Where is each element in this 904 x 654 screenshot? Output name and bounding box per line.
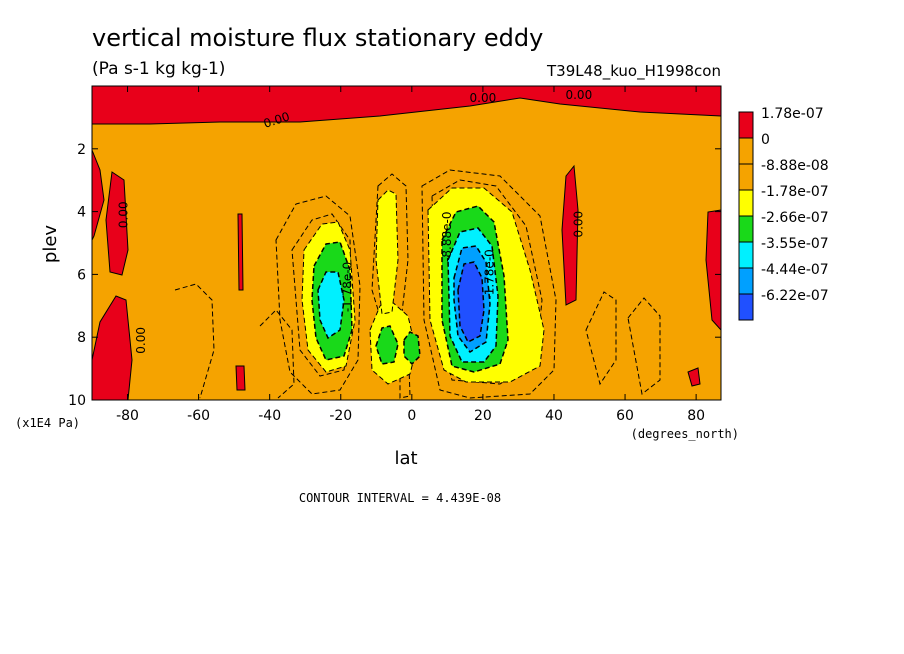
- green-region-equator-left: [375, 325, 399, 365]
- contour-label: 0.00: [134, 327, 148, 354]
- contour-field: [92, 86, 721, 400]
- x-units-label: (degrees_north): [631, 427, 739, 441]
- y-tick-label: 4: [77, 205, 86, 221]
- color-legend: 1.78e-07 0 -8.88e-08 -1.78e-07 -2.66e-07 -3.5…: [738, 106, 829, 321]
- y-axis: 2 4 6 8 10: [68, 142, 721, 409]
- red-region-south-mid: [105, 171, 129, 276]
- x-tick-label: -60: [187, 408, 210, 424]
- x-tick-label: 20: [474, 408, 492, 424]
- red-region-north-bottom: [687, 367, 701, 387]
- legend-swatch: [738, 137, 754, 165]
- red-region-south-bottom: [235, 365, 246, 391]
- legend-swatch: [738, 111, 754, 139]
- red-region-south-low: [92, 295, 133, 400]
- legend-swatch: [738, 267, 754, 295]
- x-tick-label: 80: [687, 408, 705, 424]
- contour-labels: 0.000.000.000.00 0.000.00-1.78e-0-8.88e-0…: [116, 88, 592, 354]
- legend-label: -4.44e-07: [761, 262, 829, 278]
- y-units-label: (x1E4 Pa): [15, 416, 80, 430]
- legend-swatch: [738, 189, 754, 217]
- legend-swatch: [738, 241, 754, 269]
- legend-label: 0: [761, 132, 770, 148]
- y-tick-label: 8: [77, 330, 86, 346]
- legend-label: -3.55e-07: [761, 236, 829, 252]
- contour-label: 0.00: [470, 91, 497, 105]
- legend-swatch: [738, 163, 754, 191]
- deep-blue-region-north: [457, 261, 485, 344]
- chart-subtitle: (Pa s-1 kg kg-1): [92, 59, 225, 79]
- yellow-region-equator-top: [375, 189, 399, 315]
- red-region-south-pole: [92, 149, 105, 241]
- y-tick-label: 10: [68, 393, 86, 409]
- x-tick-label: 0: [407, 408, 416, 424]
- contour-label: -8.88e-0: [440, 212, 454, 262]
- x-axis-title: lat: [394, 448, 417, 469]
- x-tick-label: -80: [116, 408, 139, 424]
- red-region-north-pole: [705, 209, 721, 331]
- y-axis-title: plev: [40, 225, 61, 264]
- run-label: T39L48_kuo_H1998con: [546, 62, 721, 81]
- red-region-top: [92, 86, 721, 125]
- legend-swatch: [738, 293, 754, 321]
- cyan-region-south: [317, 271, 345, 340]
- x-tick-label: -40: [258, 408, 281, 424]
- green-region-equator-right: [403, 331, 421, 366]
- contour-label: 0.00: [116, 201, 130, 228]
- red-region-line-south: [237, 213, 244, 291]
- legend-label: -2.66e-07: [761, 210, 829, 226]
- chart-title: vertical moisture flux stationary eddy: [92, 24, 543, 52]
- x-tick-label: 40: [545, 408, 563, 424]
- contour-label: 0.00: [565, 88, 592, 102]
- y-tick-label: 2: [77, 142, 86, 158]
- x-tick-label: 60: [616, 408, 634, 424]
- red-region-north-mid: [561, 164, 579, 306]
- plot-frame: [91, 85, 722, 401]
- legend-label: -8.88e-08: [761, 158, 829, 174]
- legend-label: -1.78e-07: [761, 184, 829, 200]
- x-tick-label: -20: [329, 408, 352, 424]
- legend-swatch: [738, 215, 754, 243]
- legend-label: -6.22e-07: [761, 288, 829, 304]
- x-axis: -80 -60 -40 -20 0 20 40 60 80: [116, 86, 705, 424]
- contour-label: -1.78e-0: [483, 249, 497, 299]
- contour-interval-text: CONTOUR INTERVAL = 4.439E-08: [299, 491, 501, 505]
- contour-label: -1.78e-0: [340, 262, 354, 312]
- contour-label: 0.00: [571, 211, 585, 238]
- y-tick-label: 6: [77, 267, 86, 283]
- legend-label: 1.78e-07: [761, 106, 824, 122]
